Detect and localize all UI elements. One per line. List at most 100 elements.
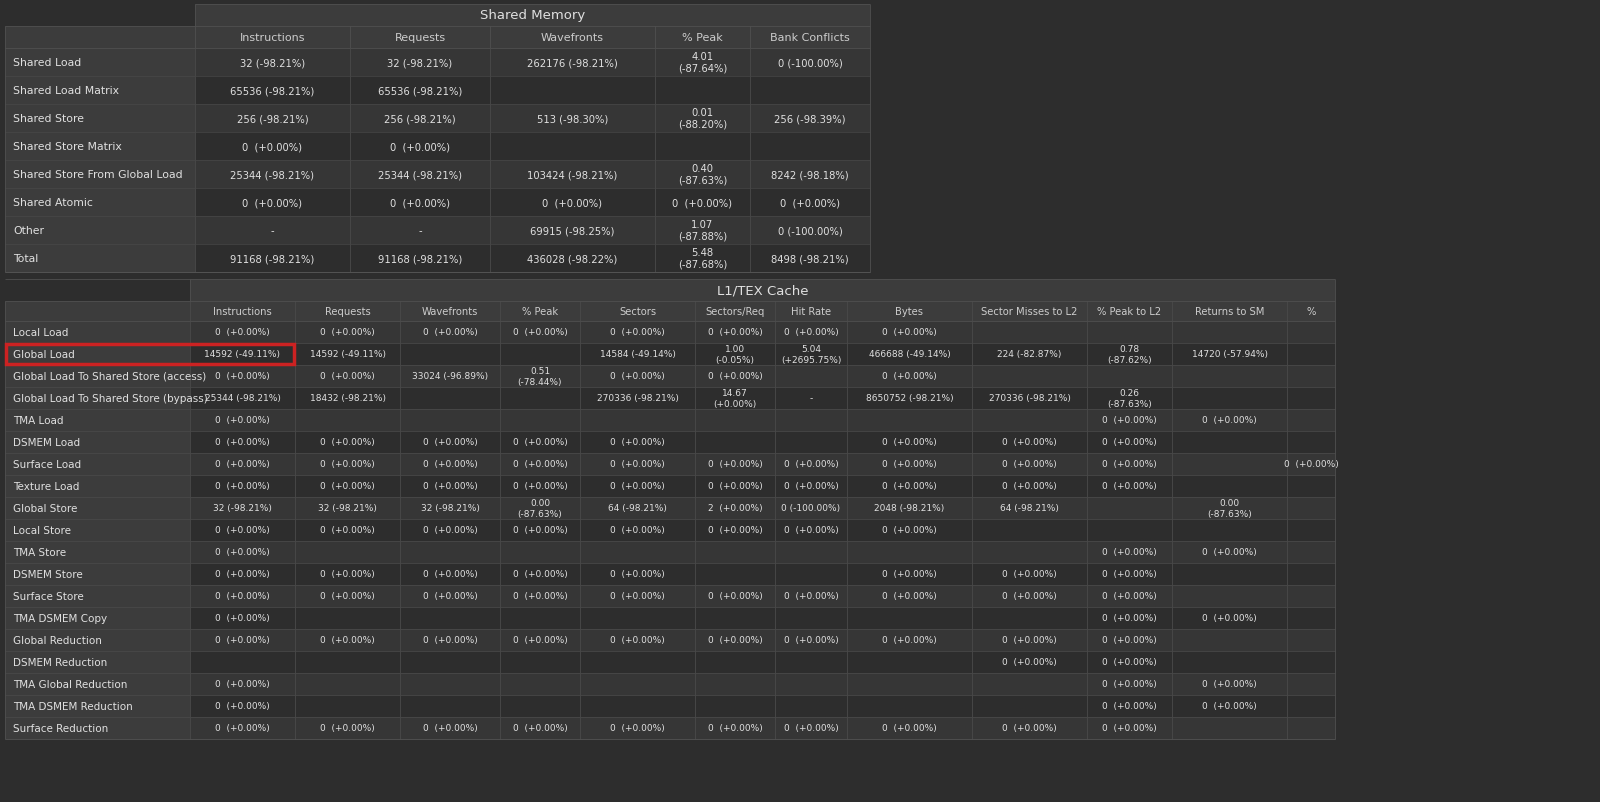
Text: 0  (+0.00%): 0 (+0.00%) [243,198,302,208]
Bar [5,431,190,453]
Text: 0  (+0.00%): 0 (+0.00%) [882,460,938,469]
Text: 1.07
(-87.88%): 1.07 (-87.88%) [678,220,726,241]
Text: 0  (+0.00%): 0 (+0.00%) [1202,416,1258,425]
Bar [5,695,1334,717]
Bar [5,497,1334,520]
Text: 0  (+0.00%): 0 (+0.00%) [1102,636,1157,645]
Bar [5,322,190,343]
Text: 0.78
(-87.62%): 0.78 (-87.62%) [1107,345,1152,364]
Text: L1/TEX Cache: L1/TEX Cache [717,284,808,297]
Text: TMA Store: TMA Store [13,547,66,557]
Text: 0  (+0.00%): 0 (+0.00%) [610,482,666,491]
Text: 0.00
(-87.63%): 0.00 (-87.63%) [1206,499,1251,518]
Text: 0  (+0.00%): 0 (+0.00%) [1102,679,1157,689]
Text: 0  (+0.00%): 0 (+0.00%) [672,198,733,208]
Text: Global Load To Shared Store (bypass): Global Load To Shared Store (bypass) [13,394,208,403]
Bar [5,520,190,541]
Text: 0  (+0.00%): 0 (+0.00%) [390,198,450,208]
Text: 466688 (-49.14%): 466688 (-49.14%) [869,350,950,359]
Bar [5,133,195,160]
Text: 0  (+0.00%): 0 (+0.00%) [1002,723,1058,732]
Bar [5,343,1334,366]
Bar [5,431,1334,453]
Text: Requests: Requests [395,33,445,43]
Text: Sector Misses to L2: Sector Misses to L2 [981,306,1078,317]
Bar [5,673,190,695]
Bar [5,387,1334,410]
Text: 0  (+0.00%): 0 (+0.00%) [1002,658,1058,666]
Text: 0  (+0.00%): 0 (+0.00%) [1102,702,1157,711]
Text: 0.01
(-88.20%): 0.01 (-88.20%) [678,108,726,130]
Text: 262176 (-98.21%): 262176 (-98.21%) [526,58,618,68]
Bar [490,27,654,49]
Bar [5,133,870,160]
Bar [5,695,190,717]
Text: 0  (+0.00%): 0 (+0.00%) [214,328,270,337]
Text: 0  (+0.00%): 0 (+0.00%) [1102,592,1157,601]
Bar [5,585,1334,607]
Text: 0  (+0.00%): 0 (+0.00%) [707,328,762,337]
Text: 0  (+0.00%): 0 (+0.00%) [422,569,477,579]
Bar [400,302,499,322]
Text: 0  (+0.00%): 0 (+0.00%) [784,328,838,337]
Text: -: - [270,225,274,236]
Bar [5,630,1334,651]
Bar [5,673,1334,695]
Text: Shared Store From Global Load: Shared Store From Global Load [13,170,182,180]
Text: 0  (+0.00%): 0 (+0.00%) [882,438,938,447]
Text: 0  (+0.00%): 0 (+0.00%) [882,723,938,732]
Bar [5,717,1334,739]
Text: DSMEM Reduction: DSMEM Reduction [13,657,107,667]
Text: Shared Store: Shared Store [13,114,83,124]
Text: 0  (+0.00%): 0 (+0.00%) [707,636,762,645]
Text: 0  (+0.00%): 0 (+0.00%) [1202,679,1258,689]
Text: % Peak to L2: % Peak to L2 [1098,306,1162,317]
Text: 8650752 (-98.21%): 8650752 (-98.21%) [866,394,954,403]
Text: Shared Memory: Shared Memory [480,10,586,22]
Bar [6,345,294,365]
Text: 32 (-98.21%): 32 (-98.21%) [421,504,480,512]
Text: 0  (+0.00%): 0 (+0.00%) [1102,569,1157,579]
Text: 0  (+0.00%): 0 (+0.00%) [1002,636,1058,645]
Text: Requests: Requests [325,306,370,317]
Text: 0  (+0.00%): 0 (+0.00%) [214,526,270,535]
Text: 65536 (-98.21%): 65536 (-98.21%) [378,86,462,96]
Text: 18432 (-98.21%): 18432 (-98.21%) [309,394,386,403]
Text: 91168 (-98.21%): 91168 (-98.21%) [230,253,315,264]
Text: Local Store: Local Store [13,525,70,535]
Bar [5,160,870,188]
Text: 0  (+0.00%): 0 (+0.00%) [610,569,666,579]
Text: 0  (+0.00%): 0 (+0.00%) [1202,548,1258,557]
Text: 0  (+0.00%): 0 (+0.00%) [512,569,568,579]
Bar [499,302,579,322]
Text: 0  (+0.00%): 0 (+0.00%) [512,460,568,469]
Text: 91168 (-98.21%): 91168 (-98.21%) [378,253,462,264]
Text: 0  (+0.00%): 0 (+0.00%) [422,636,477,645]
Text: Instructions: Instructions [213,306,272,317]
Text: 0  (+0.00%): 0 (+0.00%) [1002,460,1058,469]
Text: Surface Load: Surface Load [13,460,82,469]
Text: 0  (+0.00%): 0 (+0.00%) [214,460,270,469]
Bar [195,5,870,27]
Text: 0  (+0.00%): 0 (+0.00%) [610,372,666,381]
Text: Other: Other [13,225,45,236]
Text: 0.00
(-87.63%): 0.00 (-87.63%) [518,499,562,518]
Text: Shared Load Matrix: Shared Load Matrix [13,86,118,96]
Text: 0  (+0.00%): 0 (+0.00%) [422,438,477,447]
Bar [5,245,195,273]
Text: 0  (+0.00%): 0 (+0.00%) [882,569,938,579]
Text: 8498 (-98.21%): 8498 (-98.21%) [771,253,850,264]
Text: 224 (-82.87%): 224 (-82.87%) [997,350,1062,359]
Text: 25344 (-98.21%): 25344 (-98.21%) [230,170,315,180]
Text: 14.67
(+0.00%): 14.67 (+0.00%) [714,389,757,408]
Text: 0  (+0.00%): 0 (+0.00%) [882,592,938,601]
Text: 0  (+0.00%): 0 (+0.00%) [1102,723,1157,732]
Text: 64 (-98.21%): 64 (-98.21%) [1000,504,1059,512]
Text: 0  (+0.00%): 0 (+0.00%) [512,328,568,337]
Text: Shared Atomic: Shared Atomic [13,198,93,208]
Text: 32 (-98.21%): 32 (-98.21%) [387,58,453,68]
Text: TMA Load: TMA Load [13,415,64,426]
Text: 0  (+0.00%): 0 (+0.00%) [610,328,666,337]
Text: 0  (+0.00%): 0 (+0.00%) [320,438,374,447]
Text: 0  (+0.00%): 0 (+0.00%) [882,372,938,381]
